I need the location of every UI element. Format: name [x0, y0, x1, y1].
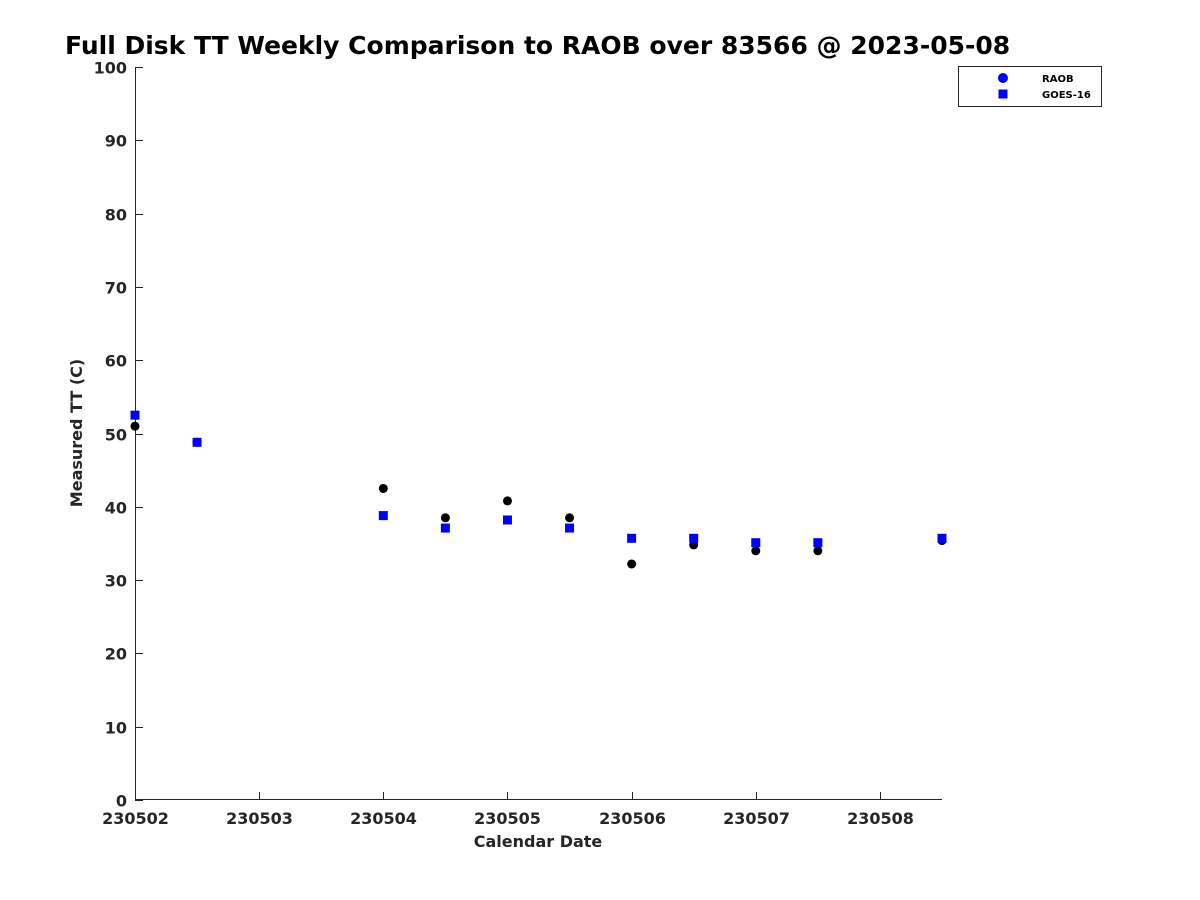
data-point — [813, 546, 823, 556]
legend-label: GOES-16 — [1042, 90, 1091, 101]
data-point — [751, 546, 761, 556]
x-tick-label: 230504 — [350, 809, 417, 828]
y-tick-label: 100 — [94, 59, 127, 78]
x-tick-label: 230508 — [847, 809, 914, 828]
data-point — [502, 496, 512, 506]
y-tick-label: 60 — [105, 352, 127, 371]
data-point — [751, 538, 761, 548]
x-ticks: 230502 230503 230504 230505 230506 230507 2305… — [102, 792, 914, 828]
legend-box — [958, 66, 1102, 107]
data-point — [813, 538, 823, 548]
data-points — [130, 410, 947, 569]
y-tick-label: 30 — [105, 572, 127, 591]
data-point — [378, 511, 388, 521]
y-tick-label: 0 — [116, 792, 127, 811]
data-point — [502, 515, 512, 525]
data-point — [192, 437, 202, 447]
y-tick-label: 10 — [105, 719, 127, 738]
legend-marker — [998, 73, 1008, 83]
y-tick-label: 40 — [105, 499, 127, 518]
data-point — [565, 513, 575, 523]
x-axis-label: Calendar Date — [474, 832, 603, 851]
x-tick-label: 230503 — [226, 809, 293, 828]
x-tick-label: 230506 — [599, 809, 666, 828]
y-tick-label: 20 — [105, 645, 127, 664]
data-point — [627, 559, 637, 569]
x-tick-label: 230507 — [723, 809, 790, 828]
series-raob — [130, 421, 947, 569]
data-point — [689, 533, 699, 543]
y-tick-label: 70 — [105, 279, 127, 298]
data-point — [130, 410, 140, 420]
y-tick-label: 80 — [105, 206, 127, 225]
y-axis-label: Measured TT (C) — [67, 359, 86, 507]
legend-marker — [998, 89, 1008, 99]
data-point — [440, 523, 450, 533]
data-point — [130, 421, 140, 431]
data-point — [627, 533, 637, 543]
y-tick-label: 90 — [105, 132, 127, 151]
x-tick-label: 230505 — [474, 809, 541, 828]
legend: RAOB GOES-16 — [958, 66, 1102, 107]
chart-title: Full Disk TT Weekly Comparison to RAOB o… — [65, 31, 1010, 60]
data-point — [565, 523, 575, 533]
legend-label: RAOB — [1042, 74, 1074, 85]
data-point — [378, 483, 388, 493]
y-tick-label: 50 — [105, 426, 127, 445]
data-point — [937, 533, 947, 543]
x-tick-label: 230502 — [102, 809, 169, 828]
data-point — [440, 513, 450, 523]
y-ticks: 0 10 20 30 40 50 60 70 80 90 100 — [94, 59, 143, 811]
series-goes-16 — [130, 410, 947, 548]
axes — [135, 67, 942, 800]
